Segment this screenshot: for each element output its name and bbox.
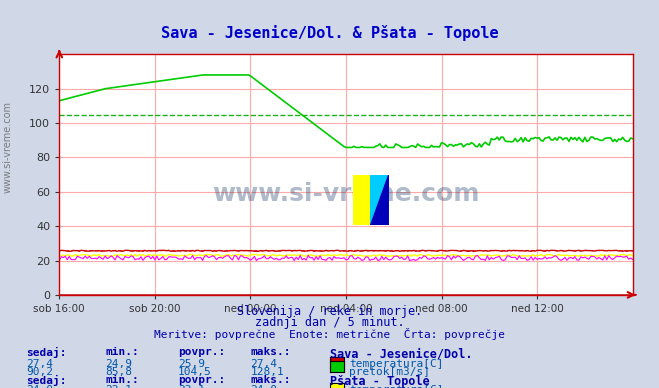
Text: temperatura[C]: temperatura[C] xyxy=(349,385,444,388)
Text: 24,9: 24,9 xyxy=(105,359,132,369)
Text: min.:: min.: xyxy=(105,375,139,385)
Text: 128,1: 128,1 xyxy=(250,367,284,377)
Text: 85,8: 85,8 xyxy=(105,367,132,377)
Text: 24,0: 24,0 xyxy=(250,385,277,388)
Text: 104,5: 104,5 xyxy=(178,367,212,377)
Text: 23,1: 23,1 xyxy=(178,385,205,388)
Text: 27,4: 27,4 xyxy=(250,359,277,369)
Text: Slovenija / reke in morje.: Slovenija / reke in morje. xyxy=(237,305,422,318)
Text: sedaj:: sedaj: xyxy=(26,347,67,358)
Text: povpr.:: povpr.: xyxy=(178,375,225,385)
Bar xyxy=(353,175,370,225)
Text: sedaj:: sedaj: xyxy=(26,375,67,386)
Text: www.si-vreme.com: www.si-vreme.com xyxy=(3,101,13,194)
Text: Pšata - Topole: Pšata - Topole xyxy=(330,375,429,388)
Text: Sava - Jesenice/Dol.: Sava - Jesenice/Dol. xyxy=(330,347,472,360)
Text: temperatura[C]: temperatura[C] xyxy=(349,359,444,369)
Text: Sava - Jesenice/Dol. & Pšata - Topole: Sava - Jesenice/Dol. & Pšata - Topole xyxy=(161,25,498,41)
Text: 27,4: 27,4 xyxy=(26,359,53,369)
Text: 24,0: 24,0 xyxy=(26,385,53,388)
Text: maks.:: maks.: xyxy=(250,375,291,385)
Polygon shape xyxy=(370,175,389,225)
Text: Meritve: povprečne  Enote: metrične  Črta: povprečje: Meritve: povprečne Enote: metrične Črta:… xyxy=(154,328,505,340)
Text: povpr.:: povpr.: xyxy=(178,347,225,357)
Text: pretok[m3/s]: pretok[m3/s] xyxy=(349,367,430,377)
Text: 90,2: 90,2 xyxy=(26,367,53,377)
Text: zadnji dan / 5 minut.: zadnji dan / 5 minut. xyxy=(254,316,405,329)
Text: 22,1: 22,1 xyxy=(105,385,132,388)
Text: maks.:: maks.: xyxy=(250,347,291,357)
Text: 25,9: 25,9 xyxy=(178,359,205,369)
Text: min.:: min.: xyxy=(105,347,139,357)
Text: www.si-vreme.com: www.si-vreme.com xyxy=(212,182,480,206)
Polygon shape xyxy=(370,175,389,225)
